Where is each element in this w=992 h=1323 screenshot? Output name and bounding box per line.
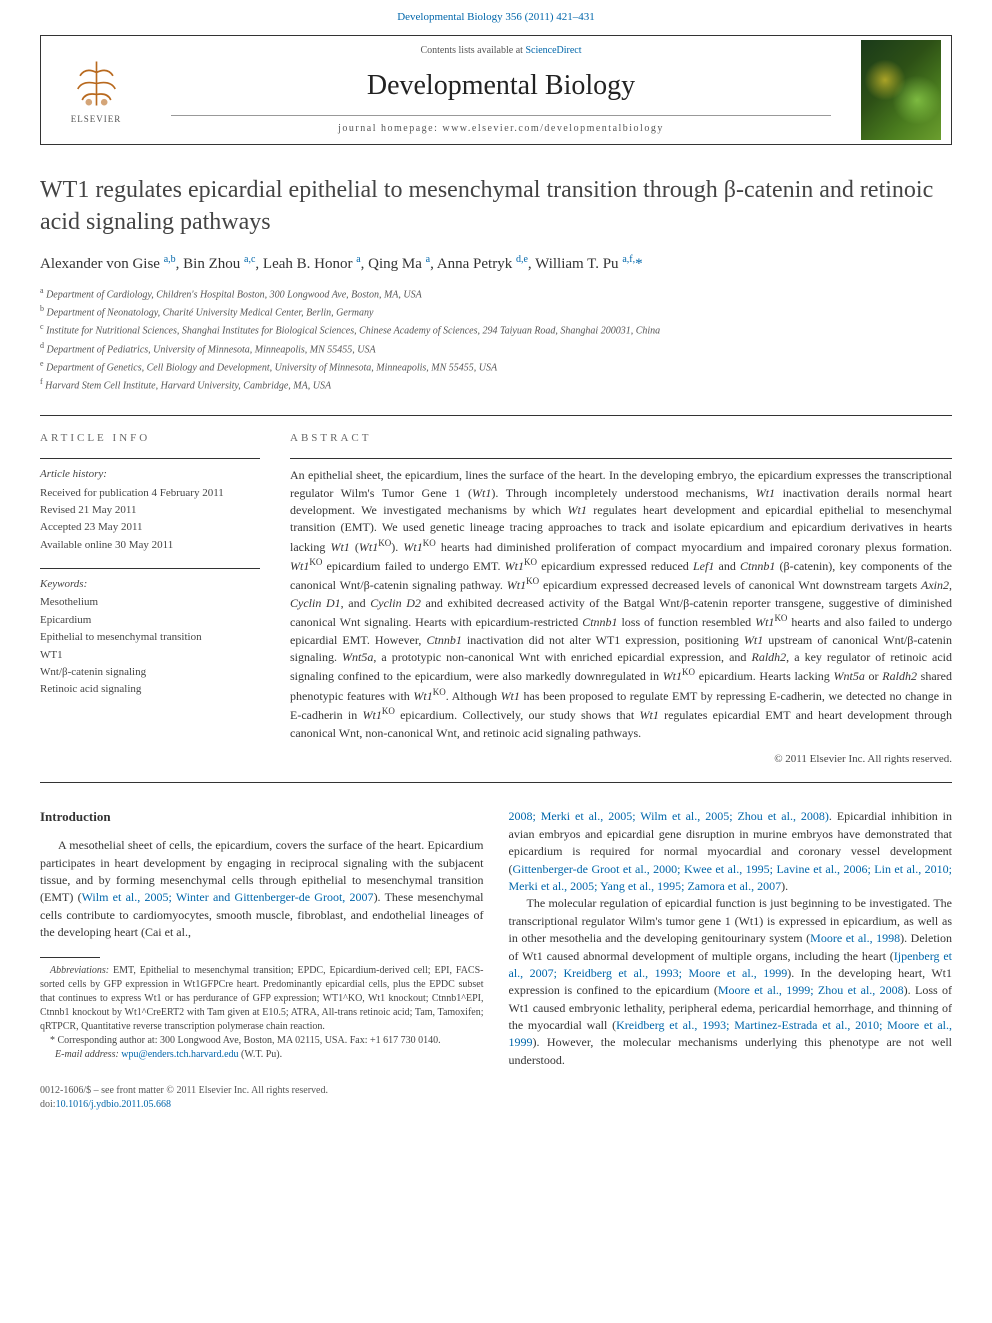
footnote-divider xyxy=(40,957,100,958)
keywords-label: Keywords: xyxy=(40,577,260,592)
citation-link[interactable]: Kreidberg et al., 1993; Martinez-Estrada… xyxy=(509,1018,953,1049)
email-suffix: (W.T. Pu). xyxy=(239,1049,283,1060)
email-footnote: E-mail address: wpu@enders.tch.harvard.e… xyxy=(40,1048,484,1062)
article-title: WT1 regulates epicardial epithelial to m… xyxy=(40,175,952,237)
elsevier-label: ELSEVIER xyxy=(71,113,122,126)
contents-available-line: Contents lists available at ScienceDirec… xyxy=(151,44,851,58)
keyword-line: Wnt/β-catenin signaling xyxy=(40,665,260,680)
abbrev-label: Abbreviations: xyxy=(50,965,109,976)
intro-paragraph-1: A mesothelial sheet of cells, the epicar… xyxy=(40,837,484,941)
history-line: Received for publication 4 February 2011 xyxy=(40,486,260,501)
abbreviations-footnote: Abbreviations: EMT, Epithelial to mesenc… xyxy=(40,964,484,1034)
affiliation-line: b Department of Neonatology, Charité Uni… xyxy=(40,303,952,321)
affiliation-line: a Department of Cardiology, Children's H… xyxy=(40,285,952,303)
keyword-line: Epithelial to mesenchymal transition xyxy=(40,630,260,645)
keyword-line: Epicardium xyxy=(40,613,260,628)
article-history-block: Article history: Received for publicatio… xyxy=(40,458,260,553)
abstract-copyright: © 2011 Elsevier Inc. All rights reserved… xyxy=(290,752,952,767)
article-info-heading: ARTICLE INFO xyxy=(40,431,260,446)
keyword-line: Mesothelium xyxy=(40,595,260,610)
affiliation-line: c Institute for Nutritional Sciences, Sh… xyxy=(40,321,952,339)
section-divider xyxy=(40,415,952,416)
homepage-prefix: journal homepage: xyxy=(338,123,442,134)
issn-line: 0012-1606/$ – see front matter © 2011 El… xyxy=(40,1084,952,1098)
doi-link[interactable]: 10.1016/j.ydbio.2011.05.668 xyxy=(56,1099,171,1110)
citation-link[interactable]: 2008; Merki et al., 2005; Wilm et al., 2… xyxy=(509,809,829,823)
citation-link[interactable]: Moore et al., 1999; Zhou et al., 2008 xyxy=(718,983,904,997)
body-column-left: Introduction A mesothelial sheet of cell… xyxy=(40,808,484,1069)
article-info-column: ARTICLE INFO Article history: Received f… xyxy=(40,431,260,768)
doi-line: doi:10.1016/j.ydbio.2011.05.668 xyxy=(40,1098,952,1112)
keyword-line: WT1 xyxy=(40,648,260,663)
journal-header-center: Contents lists available at ScienceDirec… xyxy=(151,44,851,136)
affiliation-line: e Department of Genetics, Cell Biology a… xyxy=(40,358,952,376)
affiliation-line: f Harvard Stem Cell Institute, Harvard U… xyxy=(40,376,952,394)
journal-header: ELSEVIER Contents lists available at Sci… xyxy=(40,35,952,145)
footnotes-block: Abbreviations: EMT, Epithelial to mesenc… xyxy=(40,964,484,1062)
author-list: Alexander von Gise a,b, Bin Zhou a,c, Le… xyxy=(40,253,952,275)
body-columns: Introduction A mesothelial sheet of cell… xyxy=(40,808,952,1069)
history-label: Article history: xyxy=(40,467,260,482)
affiliation-line: d Department of Pediatrics, University o… xyxy=(40,340,952,358)
bottom-meta: 0012-1606/$ – see front matter © 2011 El… xyxy=(40,1084,952,1112)
intro-paragraph-2: 2008; Merki et al., 2005; Wilm et al., 2… xyxy=(509,808,953,895)
history-line: Revised 21 May 2011 xyxy=(40,503,260,518)
elsevier-logo[interactable]: ELSEVIER xyxy=(56,45,136,135)
body-column-right: 2008; Merki et al., 2005; Wilm et al., 2… xyxy=(509,808,953,1069)
citation-link[interactable]: Gittenberger-de Groot et al., 2000; Kwee… xyxy=(509,862,953,893)
doi-label: doi: xyxy=(40,1099,56,1110)
history-line: Accepted 23 May 2011 xyxy=(40,520,260,535)
history-line: Available online 30 May 2011 xyxy=(40,538,260,553)
abstract-column: ABSTRACT An epithelial sheet, the epicar… xyxy=(290,431,952,768)
journal-homepage-line: journal homepage: www.elsevier.com/devel… xyxy=(171,115,831,136)
journal-reference-link[interactable]: Developmental Biology 356 (2011) 421–431 xyxy=(397,11,595,23)
corresponding-author-footnote: * Corresponding author at: 300 Longwood … xyxy=(40,1034,484,1048)
elsevier-tree-icon xyxy=(69,56,124,111)
corresponding-email-link[interactable]: wpu@enders.tch.harvard.edu xyxy=(121,1049,238,1060)
section-divider xyxy=(40,782,952,783)
citation-link[interactable]: Ijpenberg et al., 2007; Kreidberg et al.… xyxy=(509,949,953,980)
citation-link[interactable]: Wilm et al., 2005; Winter and Gittenberg… xyxy=(82,890,374,904)
sciencedirect-link[interactable]: ScienceDirect xyxy=(525,45,581,56)
abstract-text: An epithelial sheet, the epicardium, lin… xyxy=(290,458,952,742)
intro-paragraph-3: The molecular regulation of epicardial f… xyxy=(509,895,953,1069)
journal-reference: Developmental Biology 356 (2011) 421–431 xyxy=(0,0,992,30)
affiliations-list: a Department of Cardiology, Children's H… xyxy=(40,285,952,395)
info-abstract-row: ARTICLE INFO Article history: Received f… xyxy=(40,431,952,768)
keywords-block: Keywords: Mesothelium Epicardium Epithelia… xyxy=(40,568,260,698)
email-label: E-mail address: xyxy=(55,1049,121,1060)
homepage-url: www.elsevier.com/developmentalbiology xyxy=(442,123,663,134)
journal-cover-thumbnail[interactable] xyxy=(861,40,941,140)
keyword-line: Retinoic acid signaling xyxy=(40,682,260,697)
contents-prefix: Contents lists available at xyxy=(420,45,525,56)
introduction-heading: Introduction xyxy=(40,808,484,827)
journal-name: Developmental Biology xyxy=(151,66,851,105)
abstract-heading: ABSTRACT xyxy=(290,431,952,446)
citation-link[interactable]: Moore et al., 1998 xyxy=(810,931,900,945)
